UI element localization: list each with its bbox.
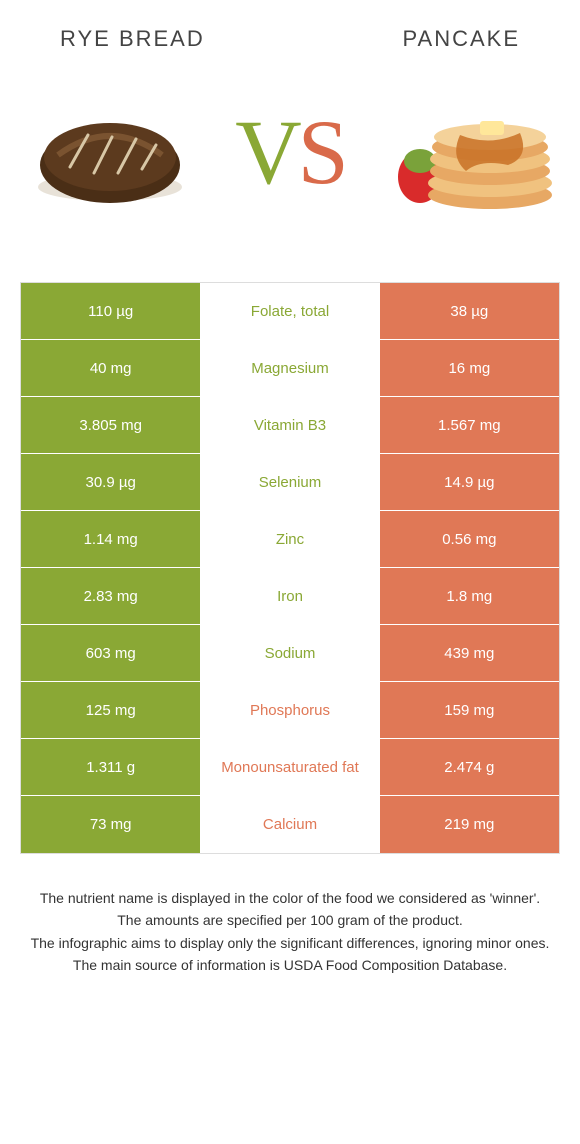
- footer-line: The main source of information is USDA F…: [30, 955, 550, 975]
- table-row: 603 mgSodium439 mg: [21, 625, 559, 682]
- table-row: 125 mgPhosphorus159 mg: [21, 682, 559, 739]
- rye-bread-image: [20, 77, 200, 227]
- right-value: 38 µg: [380, 283, 559, 339]
- left-value: 1.14 mg: [21, 511, 200, 567]
- left-value: 30.9 µg: [21, 454, 200, 510]
- right-value: 0.56 mg: [380, 511, 559, 567]
- right-value: 159 mg: [380, 682, 559, 738]
- nutrient-label: Vitamin B3: [200, 397, 379, 453]
- left-value: 40 mg: [21, 340, 200, 396]
- left-value: 2.83 mg: [21, 568, 200, 624]
- nutrient-label: Sodium: [200, 625, 379, 681]
- table-row: 40 mgMagnesium16 mg: [21, 340, 559, 397]
- vs-label: VS: [235, 99, 345, 205]
- nutrient-label: Phosphorus: [200, 682, 379, 738]
- right-value: 1.8 mg: [380, 568, 559, 624]
- header: Rye bread Pancake: [0, 0, 580, 62]
- table-row: 30.9 µgSelenium14.9 µg: [21, 454, 559, 511]
- vs-s: S: [298, 101, 345, 203]
- left-value: 110 µg: [21, 283, 200, 339]
- table-row: 110 µgFolate, total38 µg: [21, 283, 559, 340]
- right-value: 2.474 g: [380, 739, 559, 795]
- left-value: 1.311 g: [21, 739, 200, 795]
- footer-notes: The nutrient name is displayed in the co…: [0, 854, 580, 975]
- right-food-title: Pancake: [402, 26, 520, 52]
- right-value: 16 mg: [380, 340, 559, 396]
- hero-row: VS: [0, 62, 580, 262]
- nutrient-label: Magnesium: [200, 340, 379, 396]
- footer-line: The amounts are specified per 100 gram o…: [30, 910, 550, 930]
- nutrient-label: Monounsaturated fat: [200, 739, 379, 795]
- right-value: 14.9 µg: [380, 454, 559, 510]
- left-food-title: Rye bread: [60, 26, 205, 52]
- table-row: 2.83 mgIron1.8 mg: [21, 568, 559, 625]
- left-value: 3.805 mg: [21, 397, 200, 453]
- right-value: 1.567 mg: [380, 397, 559, 453]
- vs-v: V: [235, 101, 297, 203]
- left-value: 603 mg: [21, 625, 200, 681]
- nutrient-label: Folate, total: [200, 283, 379, 339]
- table-row: 1.311 gMonounsaturated fat2.474 g: [21, 739, 559, 796]
- right-value: 219 mg: [380, 796, 559, 853]
- nutrient-table: 110 µgFolate, total38 µg40 mgMagnesium16…: [20, 282, 560, 854]
- pancake-image: [380, 77, 560, 227]
- footer-line: The infographic aims to display only the…: [30, 933, 550, 953]
- table-row: 73 mgCalcium219 mg: [21, 796, 559, 853]
- table-row: 3.805 mgVitamin B31.567 mg: [21, 397, 559, 454]
- left-value: 73 mg: [21, 796, 200, 853]
- right-value: 439 mg: [380, 625, 559, 681]
- nutrient-label: Selenium: [200, 454, 379, 510]
- table-row: 1.14 mgZinc0.56 mg: [21, 511, 559, 568]
- nutrient-label: Zinc: [200, 511, 379, 567]
- left-value: 125 mg: [21, 682, 200, 738]
- nutrient-label: Calcium: [200, 796, 379, 853]
- footer-line: The nutrient name is displayed in the co…: [30, 888, 550, 908]
- nutrient-label: Iron: [200, 568, 379, 624]
